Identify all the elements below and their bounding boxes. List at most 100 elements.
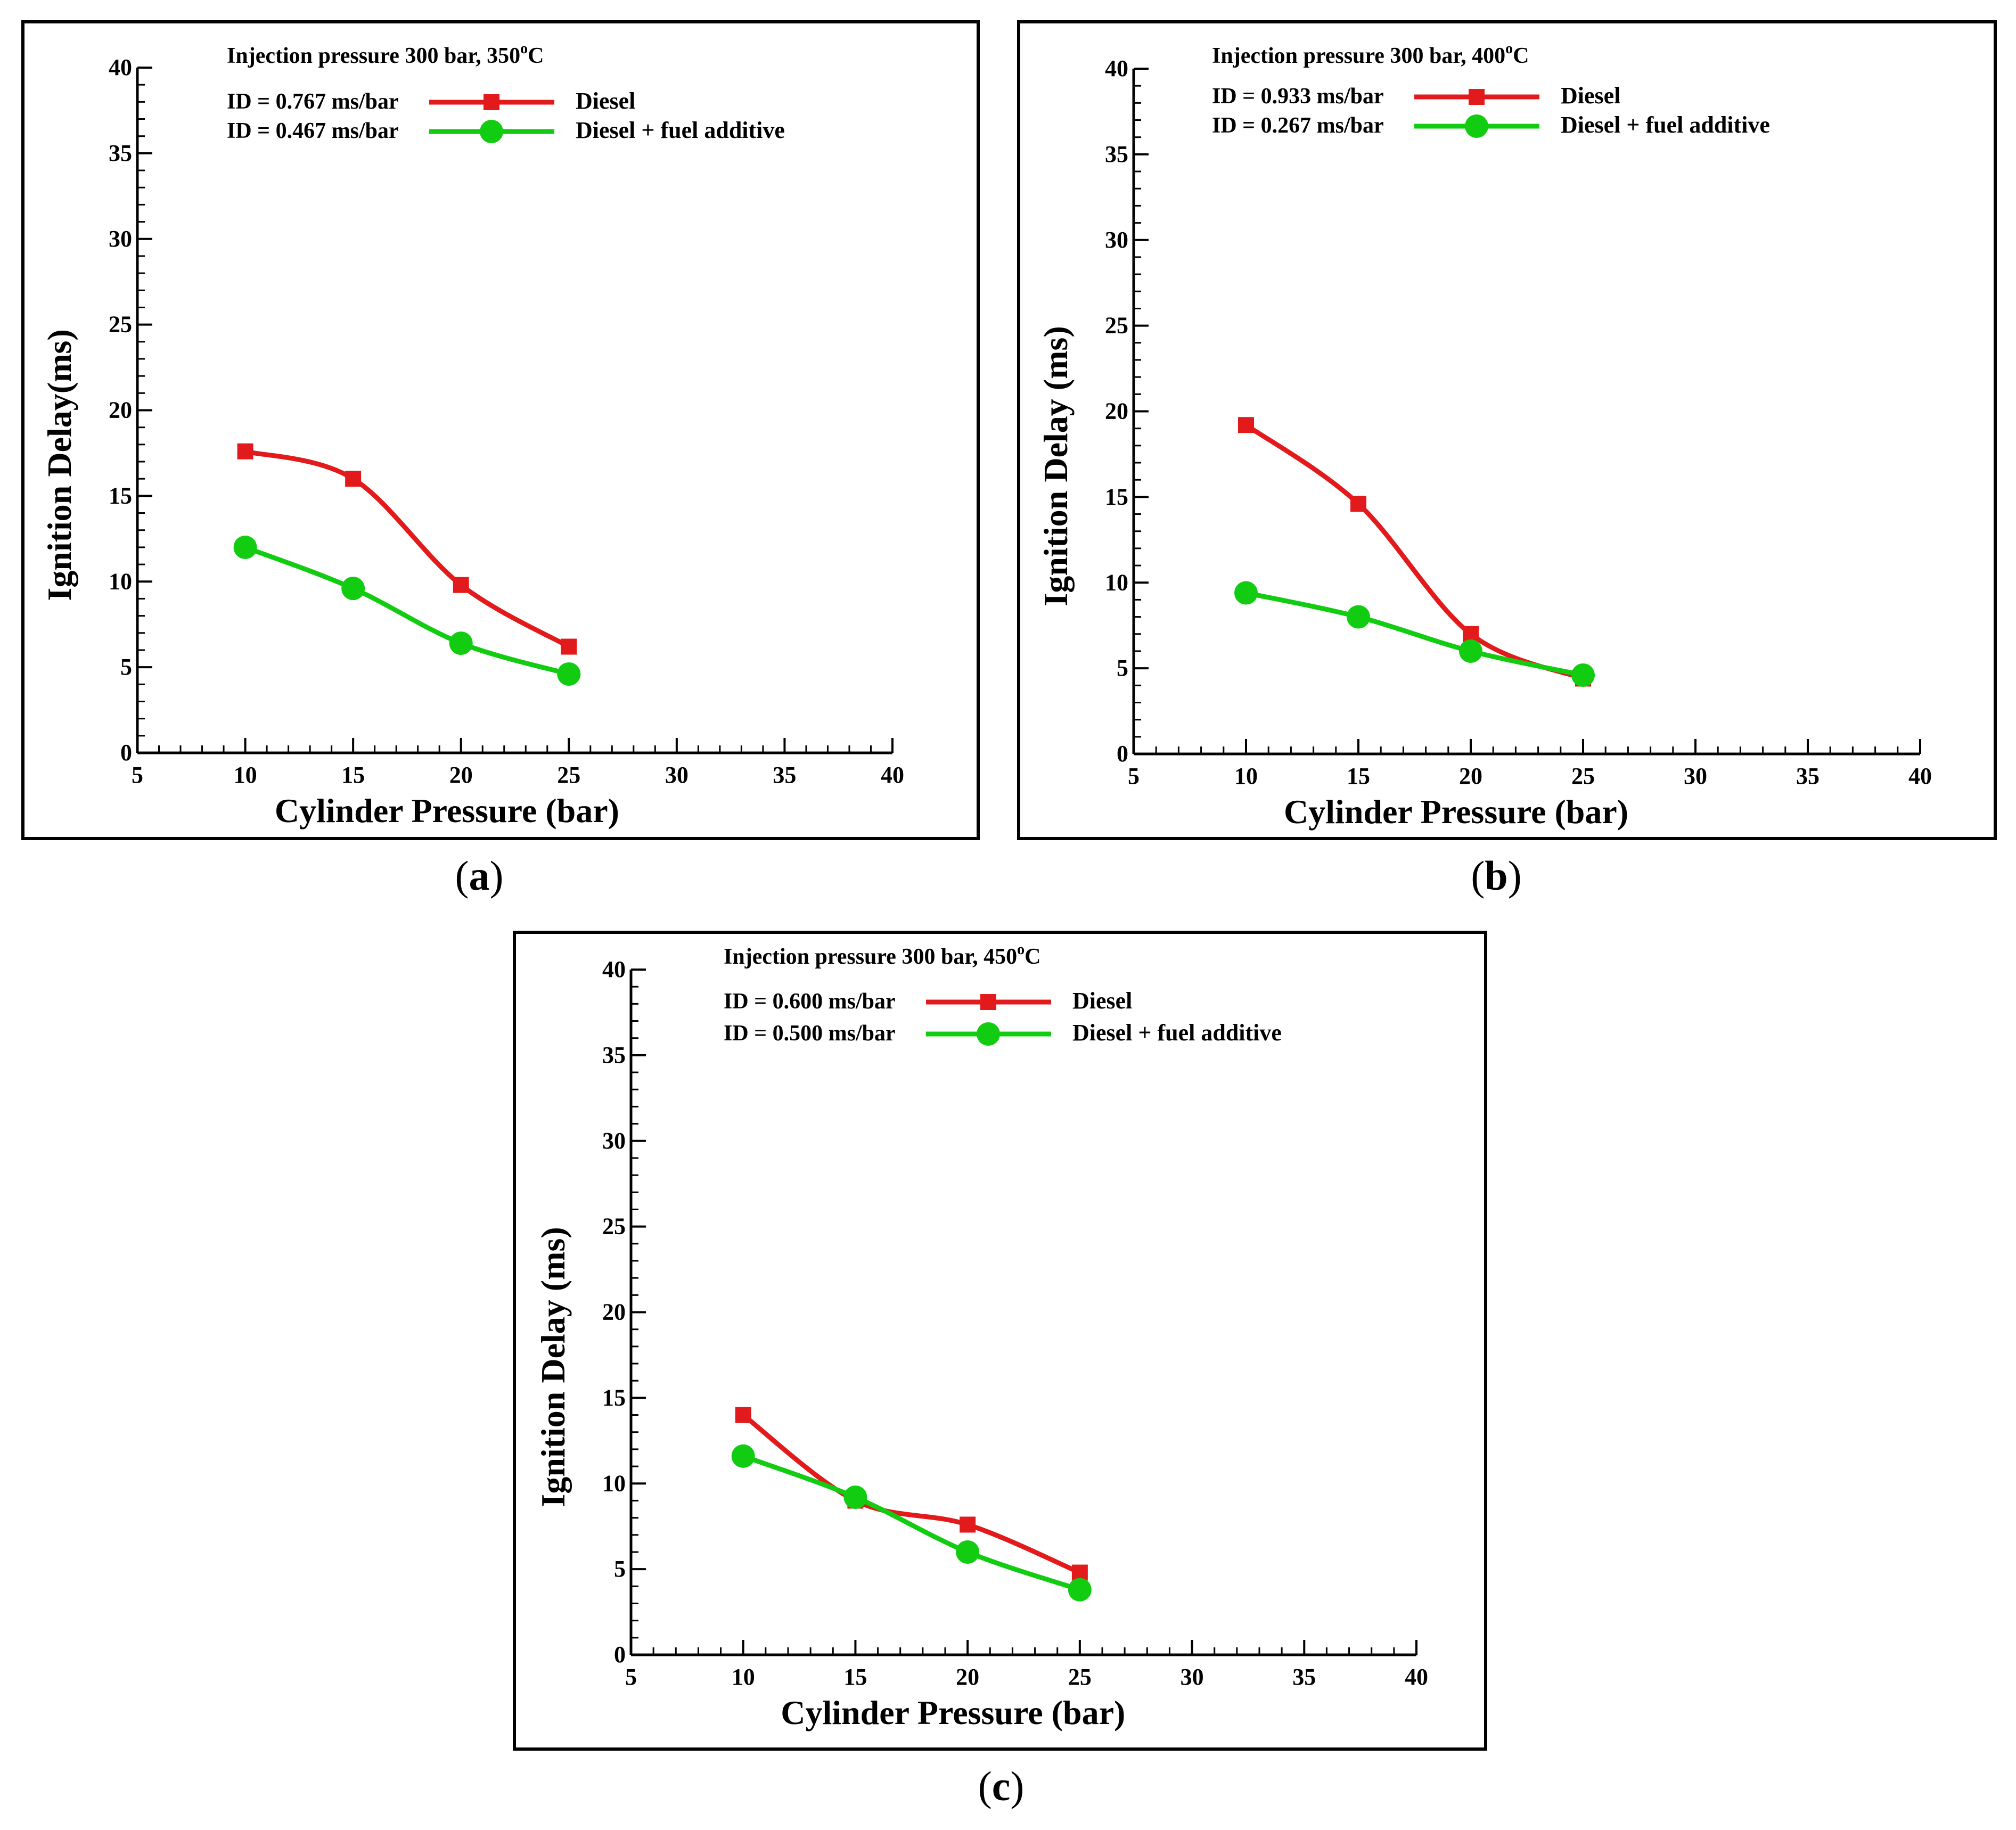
legend-marker-circle (480, 120, 503, 143)
data-point-diesel (561, 638, 577, 655)
data-point-diesel (345, 471, 362, 487)
x-tick-label: 25 (1571, 763, 1595, 789)
data-point-additive (341, 577, 365, 601)
x-tick-label: 35 (773, 762, 796, 788)
data-point-diesel (237, 443, 253, 459)
series-line-additive (1243, 590, 1586, 678)
x-tick-label: 10 (732, 1664, 755, 1690)
y-tick-label: 10 (109, 568, 132, 594)
chart-title: Injection pressure 300 bar, 400oC (1212, 40, 1529, 68)
caption-close: ) (489, 852, 504, 899)
y-axis-label: Ignition Delay (ms) (1037, 326, 1075, 606)
legend-marker-square (1469, 89, 1485, 105)
x-tick-label: 5 (132, 762, 143, 788)
y-tick-label: 5 (120, 654, 132, 680)
x-tick-label: 20 (956, 1664, 979, 1690)
caption-open: ( (1471, 852, 1485, 899)
chart-title-text: Injection pressure 300 bar, 450 (724, 945, 1017, 969)
x-tick-label: 20 (449, 762, 473, 788)
data-point-additive (1459, 639, 1482, 663)
data-point-diesel (1350, 496, 1366, 512)
x-tick-label: 25 (557, 762, 580, 788)
legend-id-label: ID = 0.267 ms/bar (1212, 113, 1384, 138)
series-line-diesel (1243, 422, 1586, 681)
legend-series-name: Diesel + fuel additive (576, 117, 785, 143)
chart-panel-a: 0 5 10 15 20 25 30 35 40 5 10 15 20 25 30 35 40 Cylinder … (21, 20, 980, 840)
legend-id-label: ID = 0.600 ms/bar (724, 989, 896, 1014)
chart-title-superscript: o (520, 40, 528, 57)
y-tick-label: 30 (109, 226, 132, 252)
y-tick-label: 40 (1105, 55, 1128, 81)
legend-series-name: Diesel (1072, 988, 1132, 1014)
y-tick-label: 20 (602, 1299, 626, 1325)
x-tick-label: 30 (665, 762, 689, 788)
y-tick-label: 35 (1105, 141, 1128, 167)
chart-panel-b: 0 5 10 15 20 25 30 35 40 5 10 15 20 25 30 35 40 Cylinder … (1017, 20, 1997, 840)
series-line-diesel (243, 449, 571, 650)
series-line-diesel (741, 1413, 1083, 1575)
legend-marker-circle (1465, 114, 1488, 138)
data-point-diesel (1463, 626, 1479, 642)
x-tick-label: 40 (881, 762, 904, 788)
x-tick-label: 10 (234, 762, 257, 788)
y-tick-label: 20 (109, 397, 132, 423)
caption-open: ( (978, 1763, 992, 1809)
x-tick-label: 15 (1347, 763, 1370, 789)
data-point-additive (843, 1485, 867, 1509)
y-tick-label: 40 (109, 54, 132, 80)
y-tick-label: 0 (1117, 741, 1128, 767)
x-axis-label: Cylinder Pressure (bar) (781, 1694, 1125, 1731)
legend-id-label: ID = 0.467 ms/bar (227, 119, 399, 143)
legend-marker-square (483, 94, 499, 110)
x-tick-label: 40 (1908, 763, 1932, 789)
y-tick-label: 30 (1105, 227, 1128, 253)
data-point-diesel (1238, 417, 1254, 433)
y-tick-label: 25 (602, 1213, 626, 1240)
y-tick-label: 10 (602, 1470, 626, 1496)
legend-series-name: Diesel (576, 88, 635, 114)
legend-id-label: ID = 0.933 ms/bar (1212, 84, 1384, 109)
x-tick-label: 35 (1796, 763, 1820, 789)
caption-c: (c) (932, 1762, 1070, 1810)
x-tick-label: 15 (341, 762, 365, 788)
y-tick-label: 15 (109, 482, 132, 508)
legend-id-label: ID = 0.500 ms/bar (724, 1021, 896, 1046)
x-tick-label: 25 (1068, 1664, 1092, 1690)
data-point-additive (1234, 581, 1258, 605)
y-tick-label: 0 (120, 740, 132, 766)
y-tick-label: 5 (1117, 655, 1128, 681)
caption-letter: c (991, 1763, 1011, 1809)
legend-marker-square (980, 994, 996, 1010)
legend-series-name: Diesel + fuel additive (1561, 112, 1770, 138)
data-point-additive (557, 662, 581, 686)
data-point-diesel (453, 577, 469, 593)
y-tick-label: 0 (614, 1642, 626, 1668)
data-point-additive (233, 535, 257, 559)
y-axis-label: Ignition Delay (ms) (534, 1227, 572, 1507)
x-tick-label: 10 (1234, 763, 1258, 789)
x-tick-label: 5 (625, 1664, 637, 1690)
caption-a: (a) (410, 852, 548, 900)
x-tick-label: 20 (1459, 763, 1482, 789)
x-axis-label: Cylinder Pressure (bar) (275, 792, 619, 830)
caption-letter: a (469, 852, 490, 899)
y-tick-label: 10 (1105, 569, 1128, 595)
legend-series-name: Diesel + fuel additive (1072, 1020, 1282, 1046)
caption-close: ) (1010, 1763, 1025, 1809)
data-point-additive (1068, 1578, 1092, 1602)
y-tick-label: 15 (602, 1384, 626, 1410)
data-point-diesel (960, 1516, 976, 1533)
series-line-additive (741, 1454, 1083, 1593)
chart-title-superscript: o (1505, 40, 1513, 57)
x-tick-label: 5 (1128, 763, 1140, 789)
y-axis-label: Ignition Delay(ms) (40, 329, 78, 601)
chart-title-text: Injection pressure 300 bar, 350 (227, 44, 520, 68)
x-tick-label: 30 (1684, 763, 1707, 789)
y-tick-label: 40 (602, 956, 626, 982)
y-tick-label: 5 (614, 1556, 626, 1582)
caption-open: ( (455, 852, 469, 899)
data-point-additive (956, 1540, 980, 1564)
y-tick-label: 25 (1105, 313, 1128, 339)
data-point-additive (1347, 605, 1370, 629)
